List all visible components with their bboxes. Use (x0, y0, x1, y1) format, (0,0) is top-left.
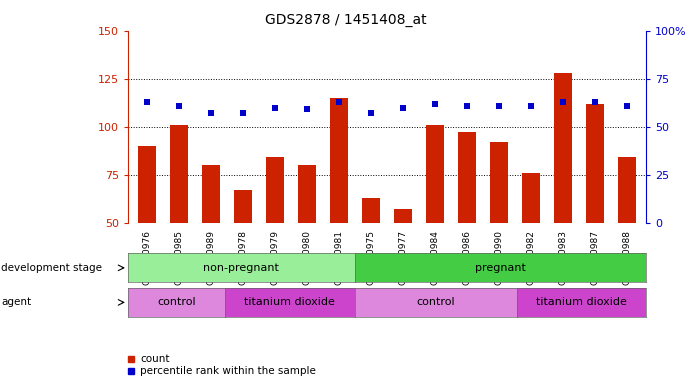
Text: non-pregnant: non-pregnant (203, 263, 279, 273)
Text: development stage: development stage (1, 263, 102, 273)
Text: GDS2878 / 1451408_at: GDS2878 / 1451408_at (265, 13, 426, 27)
Text: control: control (157, 297, 196, 308)
Bar (394, 209, 412, 223)
Bar (138, 146, 156, 223)
Bar (618, 157, 636, 223)
Bar (554, 73, 571, 223)
Text: titanium dioxide: titanium dioxide (245, 297, 335, 308)
Bar (266, 157, 284, 223)
Bar (426, 125, 444, 223)
Text: percentile rank within the sample: percentile rank within the sample (140, 366, 316, 376)
Text: count: count (140, 354, 170, 364)
Bar (362, 198, 380, 223)
Text: control: control (416, 297, 455, 308)
Text: agent: agent (1, 297, 32, 308)
Bar (170, 125, 188, 223)
Bar (458, 132, 475, 223)
Text: titanium dioxide: titanium dioxide (536, 297, 627, 308)
Bar (234, 190, 252, 223)
Bar (330, 98, 348, 223)
Bar (490, 142, 508, 223)
Bar (522, 173, 540, 223)
Text: pregnant: pregnant (475, 263, 526, 273)
Bar (202, 165, 220, 223)
Bar (586, 104, 604, 223)
Bar (299, 165, 316, 223)
